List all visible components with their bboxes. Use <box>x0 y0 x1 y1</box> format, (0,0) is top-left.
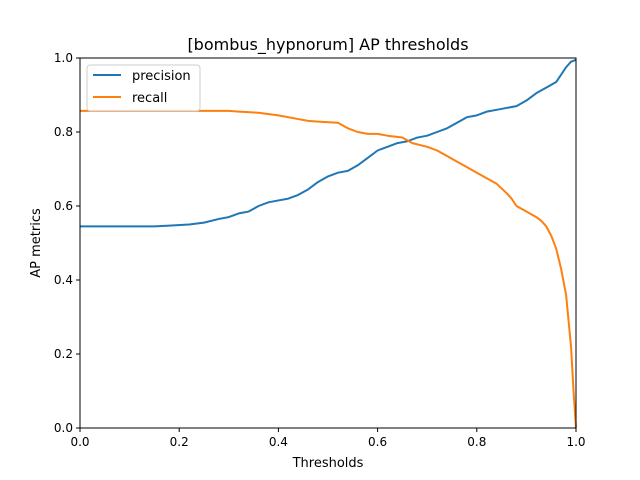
series-line-precision <box>80 58 577 228</box>
y-tick-label: 0.2 <box>54 347 73 361</box>
y-tick-label: 0.8 <box>54 125 73 139</box>
x-tick-label: 0.2 <box>170 435 189 449</box>
chart-title: [bombus_hypnorum] AP thresholds <box>187 35 468 55</box>
legend-label-recall: recall <box>132 91 167 106</box>
legend-box <box>86 64 201 112</box>
series-layer <box>80 58 577 429</box>
y-tick-label: 0.0 <box>54 421 73 435</box>
plot-frame <box>79 57 577 429</box>
x-tick-label: 0.8 <box>467 435 486 449</box>
x-axis-ticks: 0.0 0.2 0.4 0.6 0.8 1.0 <box>70 428 586 449</box>
x-tick-label: 0.6 <box>368 435 387 449</box>
y-tick-label: 0.4 <box>54 273 73 287</box>
x-tick-label: 0.4 <box>269 435 288 449</box>
y-axis-ticks: 0.0 0.2 0.4 0.6 0.8 1.0 <box>54 51 80 435</box>
y-tick-label: 0.6 <box>54 199 73 213</box>
x-tick-label: 1.0 <box>566 435 585 449</box>
x-tick-label: 0.0 <box>70 435 89 449</box>
series-line-recall <box>80 109 577 429</box>
y-axis-label: AP metrics <box>29 208 44 278</box>
y-tick-label: 1.0 <box>54 51 73 65</box>
legend-label-precision: precision <box>132 69 191 84</box>
x-axis-label: Thresholds <box>292 456 364 471</box>
legend: precision recall <box>86 64 201 112</box>
plot-area <box>80 58 576 428</box>
